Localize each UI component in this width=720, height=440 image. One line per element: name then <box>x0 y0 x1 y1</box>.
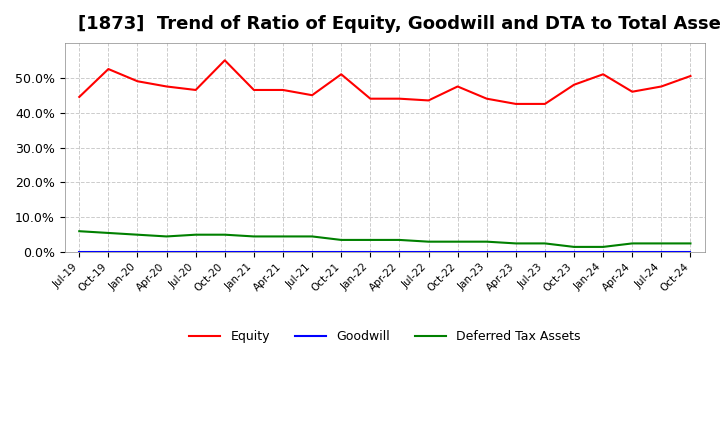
Equity <box>454 84 462 89</box>
Equity <box>657 84 666 89</box>
Goodwill <box>366 249 374 255</box>
Equity <box>628 89 636 94</box>
Goodwill <box>307 249 316 255</box>
Deferred Tax Assets <box>657 241 666 246</box>
Goodwill <box>75 249 84 255</box>
Goodwill <box>250 249 258 255</box>
Equity <box>104 66 113 72</box>
Goodwill <box>686 249 695 255</box>
Equity <box>541 101 549 106</box>
Equity <box>192 87 200 92</box>
Equity <box>162 84 171 89</box>
Deferred Tax Assets <box>570 244 578 249</box>
Goodwill <box>104 249 113 255</box>
Goodwill <box>162 249 171 255</box>
Equity <box>395 96 404 101</box>
Equity <box>133 79 142 84</box>
Equity <box>307 92 316 98</box>
Deferred Tax Assets <box>511 241 520 246</box>
Equity <box>250 87 258 92</box>
Deferred Tax Assets <box>599 244 608 249</box>
Deferred Tax Assets <box>395 237 404 242</box>
Goodwill <box>511 249 520 255</box>
Equity <box>279 87 287 92</box>
Goodwill <box>424 249 433 255</box>
Deferred Tax Assets <box>541 241 549 246</box>
Goodwill <box>192 249 200 255</box>
Goodwill <box>628 249 636 255</box>
Equity <box>75 94 84 99</box>
Deferred Tax Assets <box>628 241 636 246</box>
Goodwill <box>541 249 549 255</box>
Text: [1873]  Trend of Ratio of Equity, Goodwill and DTA to Total Assets: [1873] Trend of Ratio of Equity, Goodwil… <box>78 15 720 33</box>
Deferred Tax Assets <box>337 237 346 242</box>
Equity <box>686 73 695 79</box>
Goodwill <box>220 249 229 255</box>
Equity <box>482 96 491 101</box>
Equity <box>511 101 520 106</box>
Deferred Tax Assets <box>424 239 433 244</box>
Deferred Tax Assets <box>250 234 258 239</box>
Deferred Tax Assets <box>454 239 462 244</box>
Goodwill <box>395 249 404 255</box>
Goodwill <box>133 249 142 255</box>
Deferred Tax Assets <box>192 232 200 237</box>
Deferred Tax Assets <box>307 234 316 239</box>
Deferred Tax Assets <box>162 234 171 239</box>
Goodwill <box>454 249 462 255</box>
Deferred Tax Assets <box>133 232 142 237</box>
Deferred Tax Assets <box>220 232 229 237</box>
Line: Equity: Equity <box>79 60 690 104</box>
Equity <box>337 72 346 77</box>
Equity <box>424 98 433 103</box>
Equity <box>220 58 229 63</box>
Deferred Tax Assets <box>686 241 695 246</box>
Goodwill <box>599 249 608 255</box>
Deferred Tax Assets <box>482 239 491 244</box>
Legend: Equity, Goodwill, Deferred Tax Assets: Equity, Goodwill, Deferred Tax Assets <box>184 325 585 348</box>
Goodwill <box>279 249 287 255</box>
Goodwill <box>482 249 491 255</box>
Deferred Tax Assets <box>104 230 113 235</box>
Equity <box>366 96 374 101</box>
Deferred Tax Assets <box>366 237 374 242</box>
Deferred Tax Assets <box>75 228 84 234</box>
Goodwill <box>657 249 666 255</box>
Deferred Tax Assets <box>279 234 287 239</box>
Equity <box>599 72 608 77</box>
Goodwill <box>337 249 346 255</box>
Equity <box>570 82 578 88</box>
Goodwill <box>570 249 578 255</box>
Line: Deferred Tax Assets: Deferred Tax Assets <box>79 231 690 247</box>
